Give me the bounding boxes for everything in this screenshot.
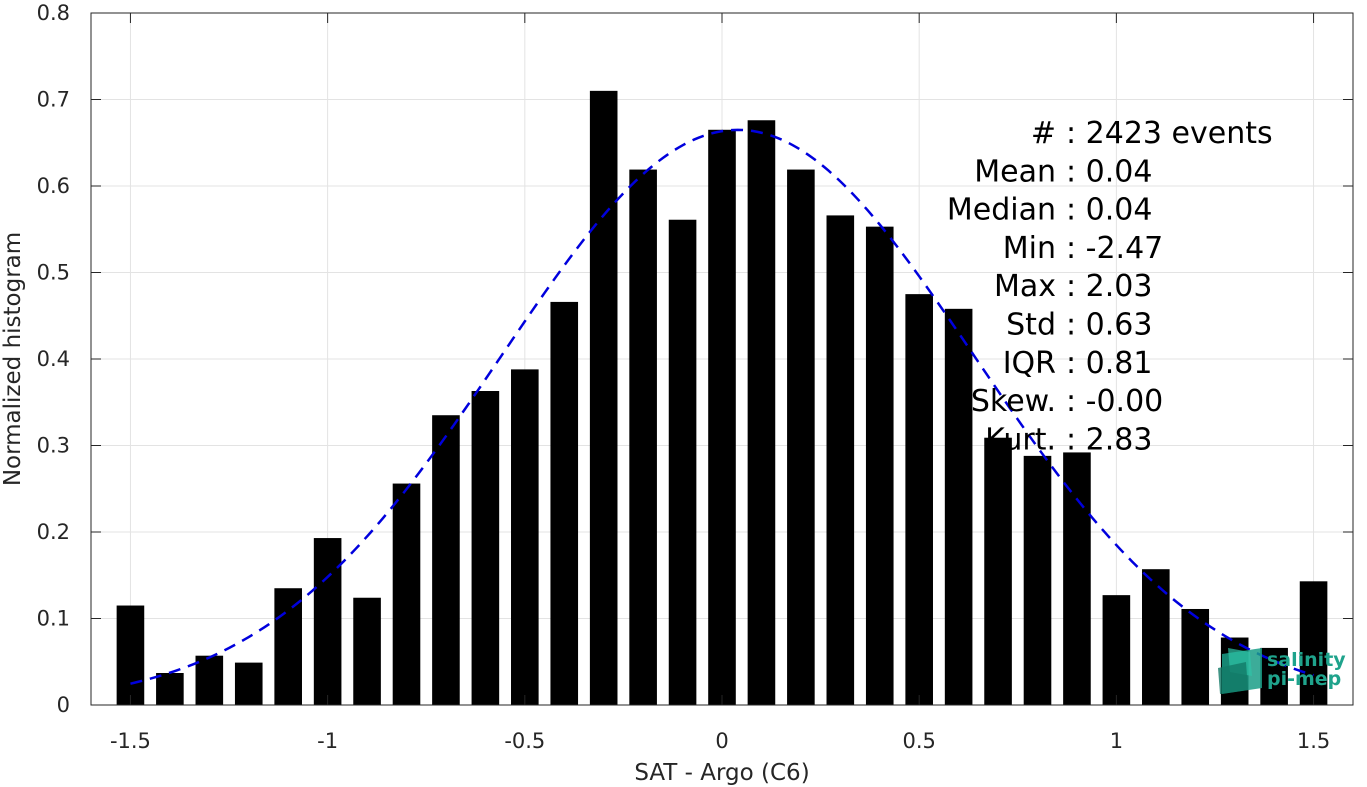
- histogram-bar: [1181, 608, 1210, 705]
- y-tick-label: 0.3: [37, 434, 70, 458]
- histogram-bar: [1142, 569, 1170, 705]
- stat-label: IQR: [1003, 346, 1056, 381]
- logo-line1: salinity: [1267, 649, 1346, 671]
- histogram-bar: [353, 597, 381, 705]
- histogram-bar: [234, 662, 263, 705]
- x-tick-label: 0: [715, 729, 728, 753]
- y-tick-label: 0.2: [37, 520, 70, 544]
- histogram-bar: [432, 415, 460, 705]
- histogram-bar: [274, 588, 302, 705]
- histogram-bar: [1102, 595, 1131, 705]
- y-tick-label: 0: [57, 693, 70, 717]
- histogram-bar: [156, 672, 184, 705]
- histogram-bar: [787, 169, 815, 705]
- stat-value: : 2.03: [1066, 269, 1152, 304]
- stat-value: : 0.81: [1066, 346, 1152, 381]
- histogram-bar: [195, 655, 224, 705]
- histogram-bar: [708, 129, 736, 705]
- x-axis-label: SAT - Argo (C6): [634, 760, 809, 786]
- histogram-bar: [747, 120, 776, 705]
- x-tick-label: -1: [317, 729, 338, 753]
- histogram-bar: [944, 308, 973, 705]
- histogram-bar: [905, 294, 933, 705]
- statistics-annotation: # : 2423 events Mean : 0.04 Median : 0.04 Min:…: [947, 116, 1273, 457]
- x-tick-label: -1.5: [110, 729, 151, 753]
- stat-value: : 2.83: [1066, 422, 1152, 457]
- y-tick-label: 0.4: [37, 347, 70, 371]
- y-tick-label: 0.1: [37, 607, 70, 631]
- stat-value: : 0.04: [1066, 193, 1152, 228]
- histogram-bar: [471, 391, 500, 705]
- histogram-bar: [313, 538, 342, 705]
- logo-line2: pi-mep: [1267, 668, 1341, 690]
- stat-label: Median: [947, 193, 1056, 228]
- histogram-bar: [392, 483, 421, 705]
- histogram-bars: [116, 90, 1328, 706]
- stat-label: Mean: [974, 154, 1056, 189]
- y-tick-label: 0.6: [37, 174, 70, 198]
- stat-label: Min: [1003, 231, 1056, 266]
- stat-value: : 0.63: [1066, 308, 1152, 343]
- y-tick-label: 0.7: [37, 88, 70, 112]
- histogram-bar: [116, 605, 145, 705]
- salinity-pimep-logo: salinity pi-mep: [1218, 648, 1346, 694]
- y-tick-label: 0.8: [37, 1, 70, 25]
- stat-value: : -2.47: [1066, 231, 1163, 266]
- histogram-bar: [511, 369, 539, 705]
- x-tick-label: -0.5: [504, 729, 545, 753]
- stat-label: #: [1031, 116, 1056, 151]
- y-axis-ticks: 0 0.1 0.2 0.3 0.4 0.5 0.6 0.7 0.8: [37, 1, 1353, 717]
- stat-label: Kurt.: [985, 422, 1056, 457]
- histogram-bar: [550, 301, 579, 705]
- y-tick-label: 0.5: [37, 261, 70, 285]
- stat-value: : 0.04: [1066, 154, 1152, 189]
- stat-label: Skew.: [971, 384, 1056, 419]
- histogram-bar: [1023, 455, 1052, 705]
- stat-value: : -0.00: [1066, 384, 1163, 419]
- stat-label: Max: [994, 269, 1056, 304]
- y-axis-label: Normalized histogram: [0, 232, 26, 486]
- histogram-bar: [1063, 452, 1091, 705]
- gaussian-fit: [130, 128, 1314, 685]
- histogram-bar: [629, 169, 657, 705]
- stat-label: Std: [1006, 308, 1056, 343]
- histogram-bar: [668, 219, 697, 706]
- histogram-bar: [589, 90, 618, 706]
- x-tick-label: 1.5: [1297, 729, 1330, 753]
- x-tick-label: 0.5: [902, 729, 935, 753]
- stat-value: : 2423 events: [1066, 116, 1273, 151]
- fit-curve-line: [130, 128, 1314, 685]
- histogram-bar: [865, 226, 894, 705]
- histogram-bar: [984, 437, 1012, 705]
- x-tick-label: 1: [1110, 729, 1123, 753]
- histogram-bar: [1299, 581, 1328, 705]
- histogram-bar: [826, 215, 855, 705]
- x-axis-ticks: -1.5 -1 -0.5 0 0.5 1 1.5: [110, 13, 1330, 753]
